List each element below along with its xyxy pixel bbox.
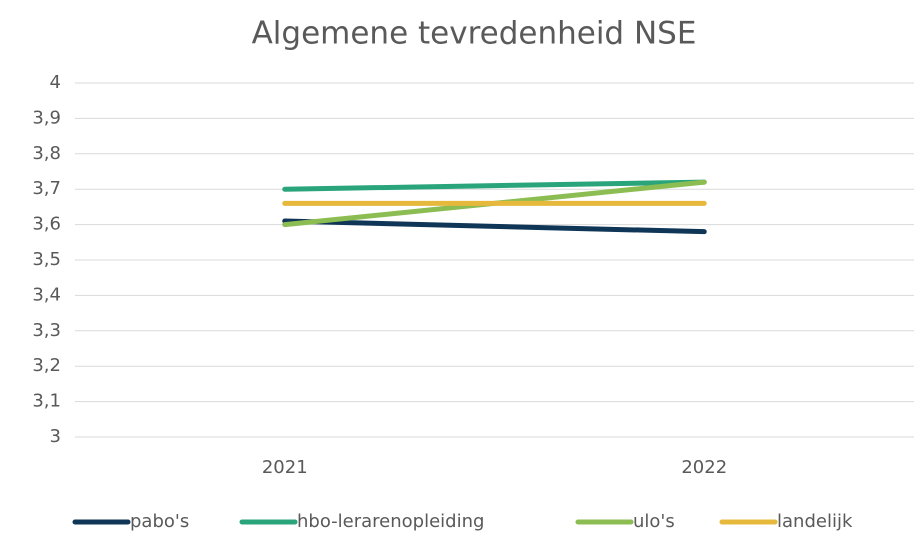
y-tick-label: 3,4 xyxy=(32,284,61,305)
y-tick-label: 3,9 xyxy=(32,107,61,128)
y-tick-label: 4 xyxy=(50,72,61,93)
x-tick-label: 2022 xyxy=(681,457,727,478)
series-line xyxy=(282,218,707,235)
y-tick-label: 3,1 xyxy=(32,391,61,412)
legend-label: hbo-lerarenopleiding xyxy=(297,511,484,532)
y-tick-label: 3 xyxy=(50,426,61,447)
x-tick-label: 2021 xyxy=(262,457,308,478)
y-tick-label: 3,6 xyxy=(32,214,61,235)
series-line xyxy=(282,179,707,192)
y-tick-label: 3,7 xyxy=(32,178,61,199)
legend-label: landelijk xyxy=(777,511,853,532)
chart-title: Algemene tevredenheid NSE xyxy=(252,16,697,52)
legend-label: pabo's xyxy=(130,511,189,532)
y-tick-label: 3,3 xyxy=(32,320,61,341)
y-tick-label: 3,2 xyxy=(32,355,61,376)
legend-label: ulo's xyxy=(633,511,675,532)
y-tick-label: 3,8 xyxy=(32,143,61,164)
y-tick-label: 3,5 xyxy=(32,249,61,270)
